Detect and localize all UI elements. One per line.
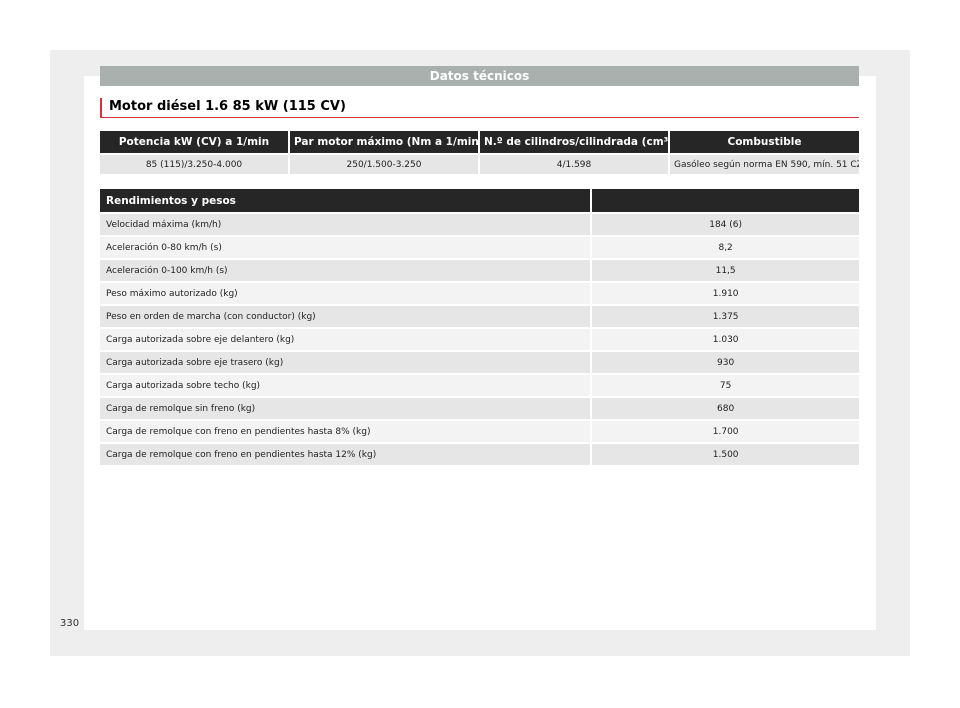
row-value: 75: [592, 375, 859, 396]
column-header: Potencia kW (CV) a 1/min: [100, 131, 288, 153]
column-header: N.º de cilindros/cilindrada (cm³): [480, 131, 668, 153]
table-row: Carga autorizada sobre eje delantero (kg…: [100, 329, 859, 350]
page-number: 330: [60, 618, 80, 629]
table-row: Carga de remolque con freno en pendiente…: [100, 421, 859, 442]
table-row: Velocidad máxima (km/h) 184 (6): [100, 214, 859, 235]
column-header: Rendimientos y pesos: [100, 189, 591, 212]
performance-table: Rendimientos y pesos Velocidad máxima (k…: [98, 187, 861, 467]
row-label: Peso en orden de marcha (con conductor) …: [100, 306, 591, 327]
table-cell: 4/1.598: [480, 155, 668, 174]
row-value: 680: [592, 398, 859, 419]
row-value: 1.700: [592, 421, 859, 442]
section-title-text: Motor diésel 1.6 85 kW (115 CV): [109, 99, 346, 114]
row-label: Peso máximo autorizado (kg): [100, 283, 591, 304]
chapter-title: Datos técnicos: [429, 69, 530, 83]
row-label: Carga de remolque sin freno (kg): [100, 398, 591, 419]
row-label: Aceleración 0-100 km/h (s): [100, 260, 591, 281]
row-value: 1.030: [592, 329, 859, 350]
column-header: Combustible: [670, 131, 859, 153]
row-label: Carga autorizada sobre eje trasero (kg): [100, 352, 591, 373]
row-label: Carga de remolque con freno en pendiente…: [100, 421, 591, 442]
engine-table-row: 85 (115)/3.250-4.000 250/1.500-3.250 4/1…: [100, 155, 859, 174]
table-row: Carga de remolque con freno en pendiente…: [100, 444, 859, 465]
column-header-empty: [592, 189, 859, 212]
row-value: 930: [592, 352, 859, 373]
table-cell: 85 (115)/3.250-4.000: [100, 155, 288, 174]
row-label: Carga autorizada sobre eje delantero (kg…: [100, 329, 591, 350]
row-label: Carga autorizada sobre techo (kg): [100, 375, 591, 396]
table-row: Peso en orden de marcha (con conductor) …: [100, 306, 859, 327]
row-value: 1.375: [592, 306, 859, 327]
row-value: 1.500: [592, 444, 859, 465]
engine-table: Potencia kW (CV) a 1/min Par motor máxim…: [98, 129, 861, 176]
table-row: Aceleración 0-100 km/h (s) 11,5: [100, 260, 859, 281]
table-row: Peso máximo autorizado (kg) 1.910: [100, 283, 859, 304]
table-row: Aceleración 0-80 km/h (s) 8,2: [100, 237, 859, 258]
section-title: Motor diésel 1.6 85 kW (115 CV): [100, 98, 859, 118]
chapter-header: Datos técnicos: [100, 66, 859, 86]
table-row: Carga de remolque sin freno (kg) 680: [100, 398, 859, 419]
row-label: Velocidad máxima (km/h): [100, 214, 591, 235]
row-value: 1.910: [592, 283, 859, 304]
table-cell: 250/1.500-3.250: [290, 155, 478, 174]
row-value: 8,2: [592, 237, 859, 258]
column-header: Par motor máximo (Nm a 1/min): [290, 131, 478, 153]
row-label: Aceleración 0-80 km/h (s): [100, 237, 591, 258]
table-cell: Gasóleo según norma EN 590, mín. 51 CZ: [670, 155, 859, 174]
engine-table-header-row: Potencia kW (CV) a 1/min Par motor máxim…: [100, 131, 859, 153]
row-value: 184 (6): [592, 214, 859, 235]
row-label: Carga de remolque con freno en pendiente…: [100, 444, 591, 465]
row-value: 11,5: [592, 260, 859, 281]
performance-table-header-row: Rendimientos y pesos: [100, 189, 859, 212]
table-row: Carga autorizada sobre eje trasero (kg) …: [100, 352, 859, 373]
table-row: Carga autorizada sobre techo (kg) 75: [100, 375, 859, 396]
